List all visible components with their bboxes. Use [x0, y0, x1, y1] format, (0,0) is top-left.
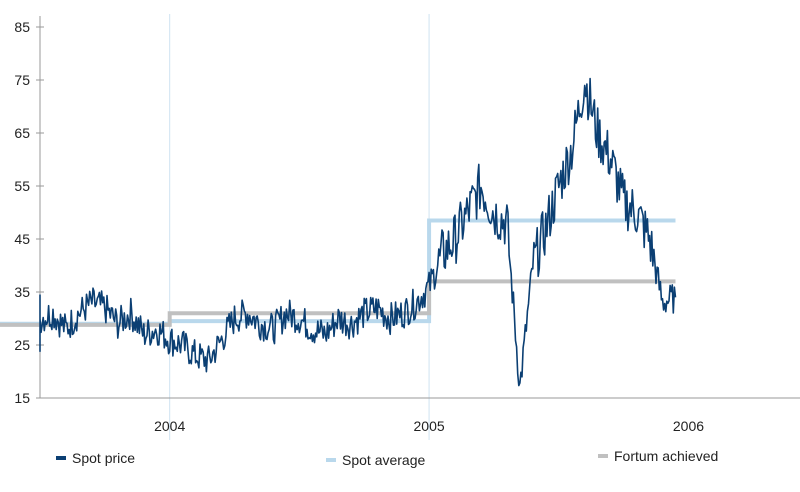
- y-tick-label: 45: [14, 231, 30, 247]
- y-tick-label: 55: [14, 178, 30, 194]
- y-tick-label: 85: [14, 19, 30, 35]
- spot-price-series: [39, 77, 677, 387]
- legend-label-spot-price: Spot price: [72, 450, 136, 466]
- x-tick-label: 2005: [414, 418, 445, 434]
- gridlines: [169, 14, 430, 440]
- legend-item-spot-price: Spot price: [56, 450, 135, 466]
- spot-price-swatch: [56, 456, 66, 460]
- price-chart: 15 25 35 45 55 65 75 85 2004 2005 2006: [0, 14, 800, 440]
- spot-average-swatch: [326, 458, 336, 462]
- x-axis: 2004 2005 2006: [154, 418, 704, 434]
- legend: Spot price Spot average Fortum achieved: [0, 446, 800, 486]
- legend-item-spot-average: Spot average: [326, 452, 425, 468]
- series-layer: [0, 77, 677, 387]
- fortum-achieved-swatch: [598, 454, 608, 458]
- y-tick-label: 25: [14, 337, 30, 353]
- legend-item-fortum-achieved: Fortum achieved: [598, 448, 718, 464]
- y-tick-label: 15: [14, 390, 30, 406]
- y-axis: 15 25 35 45 55 65 75 85: [14, 16, 800, 406]
- x-tick-label: 2006: [673, 418, 704, 434]
- x-tick-label: 2004: [154, 418, 185, 434]
- y-tick-label: 65: [14, 125, 30, 141]
- spot-average-series: [0, 218, 676, 326]
- legend-label-fortum-achieved: Fortum achieved: [614, 448, 719, 464]
- legend-label-spot-average: Spot average: [342, 452, 426, 468]
- y-tick-label: 35: [14, 284, 30, 300]
- y-tick-label: 75: [14, 72, 30, 88]
